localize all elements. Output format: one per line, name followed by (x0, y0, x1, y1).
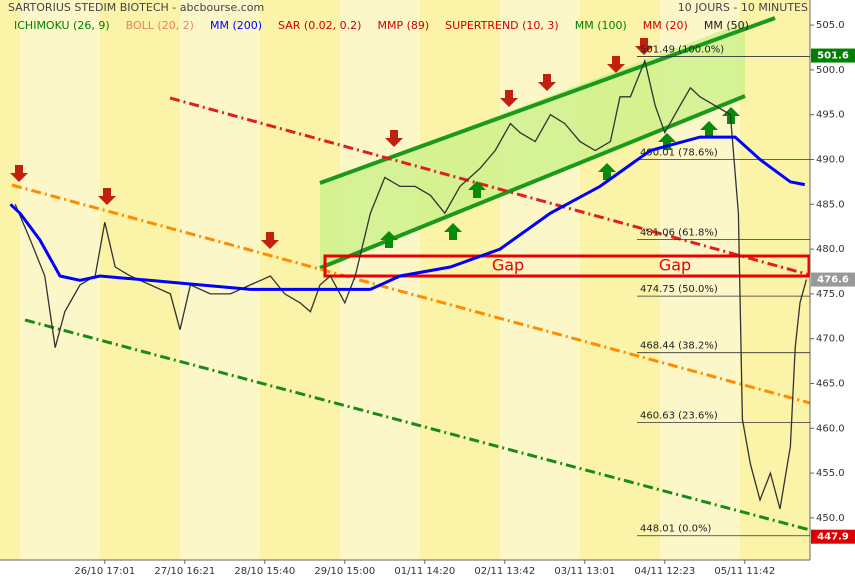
sell-arrows (10, 38, 653, 249)
gap-label: Gap (659, 256, 691, 275)
y-tick-label: 500.0 (816, 65, 845, 76)
legend-entry: MM (50) (704, 19, 749, 32)
legend-entry: MM (100) (575, 19, 627, 32)
price-badge-label: 501.6 (817, 51, 849, 62)
channel-fill (320, 22, 745, 268)
chart-subtitle: 10 JOURS - 10 MINUTES (678, 1, 808, 14)
legend-entry: MM (200) (210, 19, 262, 32)
y-tick-label: 450.0 (816, 513, 845, 524)
price-badge-label: 476.6 (817, 275, 849, 286)
price-badge (811, 272, 855, 287)
trend-line (11, 183, 811, 405)
x-tick-label: 26/10 17:01 (74, 566, 135, 577)
fib-label: 490.01 (78.6%) (640, 147, 718, 158)
price-badge (811, 529, 855, 544)
y-tick-label: 490.0 (816, 154, 845, 165)
x-tick-label: 28/10 15:40 (234, 566, 295, 577)
gap-box (323, 254, 811, 278)
chart-title: SARTORIUS STEDIM BIOTECH - abcbourse.com (8, 1, 264, 14)
x-tick-label: 27/10 16:21 (154, 566, 215, 577)
day-stripes (20, 0, 740, 560)
x-tick-label: 04/11 12:23 (634, 566, 695, 577)
fib-label: 460.63 (23.6%) (640, 411, 718, 422)
price-line (14, 58, 808, 510)
legend-entry: SAR (0.02, 0.2) (278, 19, 361, 32)
y-tick-label: 495.0 (816, 110, 845, 121)
support-line (24, 318, 811, 532)
fib-label: 481.06 (61.8%) (640, 228, 718, 239)
y-tick-label: 505.0 (816, 20, 845, 31)
price-badge-label: 447.9 (817, 532, 849, 543)
x-tick-label: 02/11 13:42 (474, 566, 535, 577)
y-tick-label: 480.0 (816, 244, 845, 255)
x-tick-label: 29/10 15:00 (314, 566, 375, 577)
y-tick-label: 455.0 (816, 468, 845, 479)
legend-entry: BOLL (20, 2) (126, 19, 194, 32)
fib-label: 474.75 (50.0%) (640, 284, 718, 295)
fib-label: 448.01 (0.0%) (640, 524, 711, 535)
y-tick-label: 460.0 (816, 423, 845, 434)
x-tick-label: 03/11 13:01 (554, 566, 615, 577)
y-tick-label: 470.0 (816, 334, 845, 345)
price-badge (811, 48, 855, 63)
y-tick-label: 475.0 (816, 289, 845, 300)
moving-average-line (9, 135, 806, 291)
x-tick-label: 01/11 14:20 (394, 566, 455, 577)
y-tick-label: 465.0 (816, 378, 845, 389)
fib-label: 468.44 (38.2%) (640, 341, 718, 352)
gap-label: Gap (492, 256, 524, 275)
legend-entry: MMP (89) (377, 19, 429, 32)
legend-entry: ICHIMOKU (26, 9) (14, 19, 110, 32)
fib-label: 501.49 (100.0%) (640, 45, 724, 56)
legend-entry: MM (20) (643, 19, 688, 32)
x-tick-label: 05/11 11:42 (714, 566, 775, 577)
channel-top (319, 16, 776, 185)
y-axis-background (810, 0, 855, 580)
y-tick-label: 485.0 (816, 199, 845, 210)
legend-entry: SUPERTREND (10, 3) (445, 19, 559, 32)
